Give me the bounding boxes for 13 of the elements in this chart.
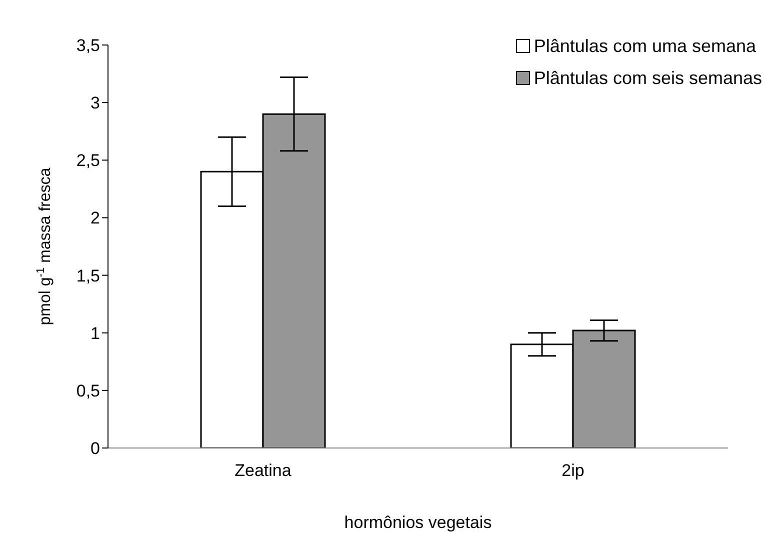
x-axis-title: hormônios vegetais [344, 513, 492, 532]
y-tick-label: 0 [90, 439, 100, 458]
y-tick-label: 1 [90, 324, 100, 343]
y-tick-label: 0,5 [76, 381, 100, 400]
legend-label: Plântulas com uma semana [534, 36, 756, 56]
y-tick-label: 3,5 [76, 36, 100, 56]
x-tick-label: 2ip [562, 461, 584, 480]
legend-label: Plântulas com seis semanas [534, 68, 762, 88]
y-tick-label: 3 [90, 94, 100, 113]
y-tick-label: 2 [90, 208, 100, 228]
y-tick-label: 2,5 [76, 151, 100, 170]
x-tick-label: Zeatina [234, 461, 292, 480]
y-tick-label: 1,5 [76, 266, 100, 286]
